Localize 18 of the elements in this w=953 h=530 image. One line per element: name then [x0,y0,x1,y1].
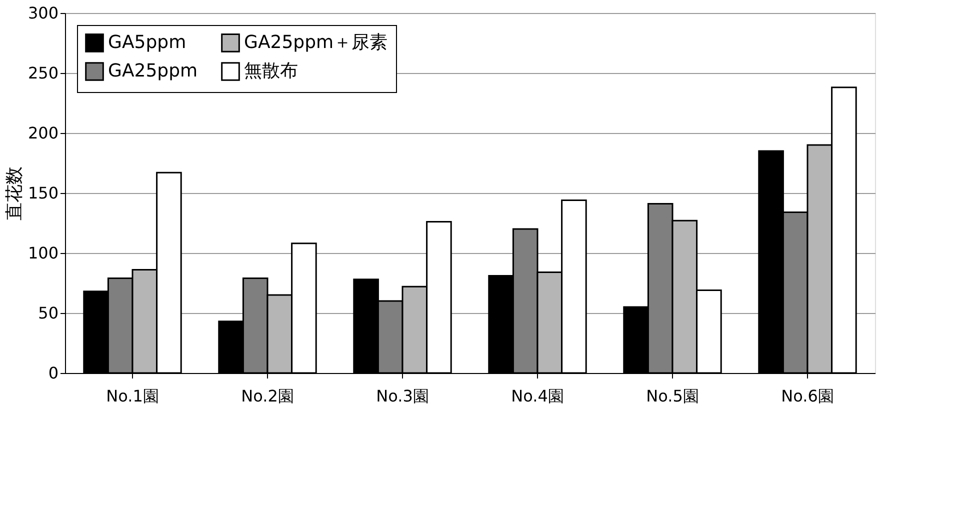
legend-label: GA25ppm [108,60,198,82]
x-tick-label: No.3園 [376,386,429,406]
x-tick-label: No.2園 [241,386,294,406]
legend-label: GA25ppm＋尿素 [244,32,388,53]
y-tick-label: 50 [38,304,58,322]
y-tick-label: 100 [28,244,58,262]
y-tick-label: 250 [28,64,58,82]
legend-label: 無散布 [244,60,298,82]
y-tick-label: 300 [28,4,58,22]
legend-label: GA5ppm [108,32,186,53]
y-tick-label: 150 [28,184,58,202]
y-tick-label: 200 [28,124,58,142]
x-tick-label: No.1園 [106,386,159,406]
y-tick-label: 0 [48,364,58,382]
y-axis-title: 直花数 [4,166,25,220]
x-tick-label: No.6園 [781,386,834,406]
x-tick-label: No.5園 [646,386,699,406]
x-tick-label: No.4園 [511,386,564,406]
